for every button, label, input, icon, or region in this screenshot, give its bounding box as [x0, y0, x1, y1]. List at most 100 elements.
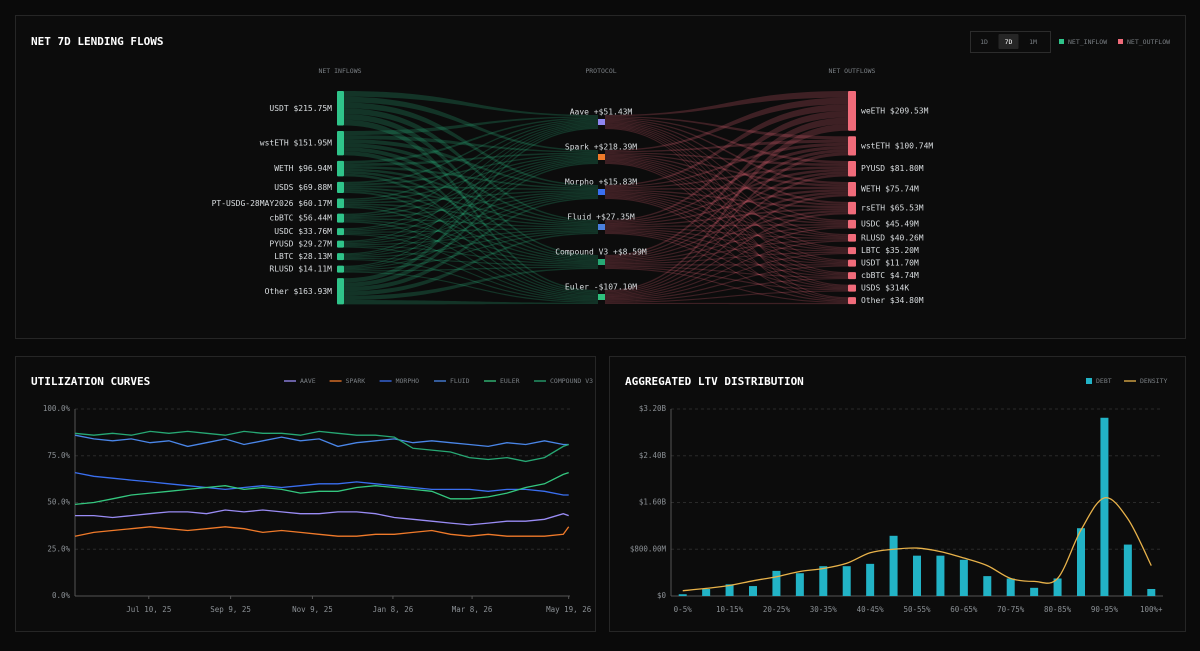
outflow-node: [848, 219, 856, 229]
flow-link: [605, 208, 848, 226]
bar: [772, 570, 781, 596]
flow-link: [344, 191, 598, 296]
series-line: [75, 509, 569, 526]
flow-link: [344, 127, 598, 283]
bar: [983, 576, 992, 596]
outflow-label: USDS $314K: [861, 284, 909, 293]
bar: [819, 566, 828, 596]
flow-link: [605, 196, 848, 289]
flow-link: [605, 195, 848, 276]
legend-label: AAVE: [300, 377, 316, 385]
range-button[interactable]: 7D: [1005, 38, 1013, 46]
flow-link: [605, 168, 848, 224]
flow-link: [605, 127, 848, 299]
flow-link: [605, 122, 848, 236]
flow-link: [605, 97, 848, 152]
flow-link: [605, 155, 848, 223]
flow-link: [605, 124, 848, 261]
series-line: [74, 430, 569, 463]
x-tick-label: Sep 9, 25: [210, 605, 251, 614]
flow-link: [605, 197, 848, 301]
flow-link: [344, 228, 598, 246]
flow-link: [344, 121, 598, 216]
flow-link: [344, 91, 598, 117]
outflow-label: LBTC $35.20M: [861, 246, 919, 255]
flow-link: [605, 194, 848, 264]
outflow-node: [848, 284, 856, 292]
chart-title: NET 7D LENDING FLOWS: [31, 35, 163, 48]
flow-link: [605, 159, 848, 262]
panel: [15, 15, 1186, 339]
flow-link: [605, 193, 848, 295]
flow-link: [605, 149, 848, 258]
flow-link: [605, 277, 848, 302]
flow-link: [344, 231, 598, 271]
bar: [1006, 578, 1015, 596]
flow-link: [605, 265, 848, 278]
y-tick-label: 100.0%: [43, 404, 71, 413]
inflow-label: cbBTC $56.44M: [269, 214, 332, 223]
flow-link: [344, 116, 598, 136]
outflow-label: cbBTC $4.74M: [861, 271, 919, 280]
flow-link: [605, 139, 848, 153]
outflow-node: [848, 91, 856, 131]
flow-link: [344, 271, 598, 303]
flow-link: [344, 193, 598, 245]
x-tick-label: 10-15%: [716, 605, 744, 614]
flow-link: [344, 185, 598, 191]
flow-link: [344, 173, 598, 294]
flow-link: [605, 227, 848, 297]
x-tick-label: Nov 9, 25: [292, 605, 333, 614]
inflow-node: [337, 213, 344, 223]
flow-link: [344, 196, 598, 270]
series-line: [74, 526, 570, 537]
flow-link: [605, 125, 848, 274]
bar: [913, 555, 921, 596]
protocol-label: Morpho +$15.83M: [565, 178, 637, 187]
x-tick-label: Jul 10, 25: [126, 605, 171, 614]
flow-link: [344, 157, 598, 231]
range-button[interactable]: 1D: [980, 38, 988, 46]
legend-label: DENSITY: [1140, 377, 1167, 385]
flow-link: [344, 102, 598, 187]
outflow-label: weETH $209.53M: [861, 106, 929, 115]
outflow-label: WETH $75.74M: [861, 185, 919, 194]
x-tick-label: 40-45%: [857, 605, 885, 614]
bar: [842, 566, 851, 596]
bar: [1147, 588, 1156, 596]
flow-link: [605, 267, 848, 303]
flow-link: [605, 290, 848, 303]
flow-link: [344, 125, 598, 255]
flow-link: [605, 171, 848, 259]
chart-title: AGGREGATED LTV DISTRIBUTION: [625, 375, 804, 388]
range-button-bg: [998, 34, 1019, 49]
flow-link: [344, 232, 598, 264]
panel: [15, 356, 596, 632]
inflow-label: USDT $215.75M: [269, 104, 332, 113]
outflow-label: rsETH $65.53M: [861, 204, 924, 213]
flow-link: [605, 266, 848, 291]
protocol-node: [598, 189, 605, 195]
column-header: NET OUTFLOWS: [829, 67, 876, 75]
flow-link: [605, 193, 848, 251]
flow-link: [344, 227, 598, 233]
flow-link: [344, 230, 598, 258]
flow-link: [605, 173, 848, 294]
inflow-label: PYUSD $29.27M: [269, 240, 332, 249]
outflow-node: [848, 272, 856, 280]
range-button[interactable]: 1M: [1029, 38, 1037, 46]
flow-link: [605, 153, 848, 187]
y-tick-label: $1.60B: [639, 498, 667, 507]
y-tick-label: $800.00M: [630, 544, 667, 553]
flow-link: [344, 189, 598, 261]
inflow-node: [337, 228, 344, 236]
legend-swatch: [1118, 39, 1123, 44]
flow-link: [344, 195, 598, 257]
legend-label: DEBT: [1096, 377, 1112, 385]
x-tick-label: Mar 8, 26: [452, 605, 493, 614]
flow-link: [605, 302, 848, 305]
flow-link: [605, 186, 848, 190]
bar: [725, 584, 734, 596]
legend-label: NET_INFLOW: [1068, 38, 1107, 46]
chart-title: UTILIZATION CURVES: [31, 375, 150, 388]
